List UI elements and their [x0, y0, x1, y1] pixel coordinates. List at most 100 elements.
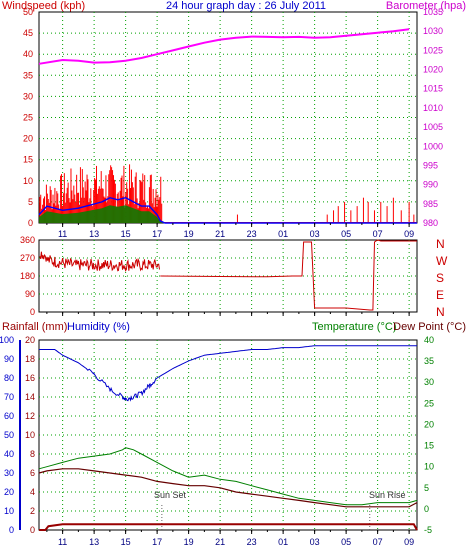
y-left-tick-dir-180: 180	[20, 271, 35, 281]
y-left-tick-hum-0: 0	[9, 525, 14, 535]
x-tick-label-bottom-23: 23	[247, 537, 257, 547]
series-dewpoint	[38, 468, 418, 508]
x-tick-label-top-03: 03	[310, 229, 320, 239]
wind-min-fill	[39, 205, 417, 223]
x-tick-label-top-09: 09	[404, 229, 414, 239]
x-tick-label-bottom-05: 05	[341, 537, 351, 547]
y-right-tick-dir-W-1: W	[436, 254, 448, 268]
y-left-tick-hum-80: 80	[4, 373, 14, 383]
y-right-tick-baro-1020: 1020	[423, 65, 443, 75]
y-right-tick-dir-E-3: E	[436, 288, 444, 302]
y-left2-tick-rain-10: 10	[25, 430, 35, 440]
series-rainfall	[39, 523, 418, 531]
y-left-tick-dir-270: 270	[20, 253, 35, 263]
y-right-tick-baro-980: 980	[423, 218, 438, 228]
y-left-label-windspeed: Windspeed (kph)	[2, 0, 85, 12]
y-right-tick-temp-35: 35	[424, 356, 434, 366]
y-right-tick-baro-985: 985	[423, 199, 438, 209]
x-tick-label-bottom-11: 11	[58, 537, 67, 547]
y-left2-tick-rain-20: 20	[25, 335, 35, 345]
series-wind-direction-noisy	[39, 251, 160, 272]
y-right-tick-baro-990: 990	[423, 180, 438, 190]
y-left-tick-wind-30: 30	[23, 91, 33, 101]
y-right-label-temperature: Temperature (°C)	[312, 321, 396, 333]
x-tick-label-top-07: 07	[373, 229, 383, 239]
y-left-tick-hum-70: 70	[4, 392, 14, 402]
y-right-tick-temp-25: 25	[424, 398, 434, 408]
y-left-tick-wind-25: 25	[23, 113, 33, 123]
y-left2-tick-rain-8: 8	[30, 449, 35, 459]
y-left-tick-hum-50: 50	[4, 430, 14, 440]
y-left-tick-hum-100: 100	[0, 335, 14, 345]
y-right-tick-temp-0: 0	[424, 504, 429, 514]
y-left-tick-wind-45: 45	[23, 28, 33, 38]
y-right-tick-baro-1025: 1025	[423, 45, 443, 55]
panel-temp-humidity-frame	[38, 339, 418, 531]
y-right-tick-dir-S-2: S	[436, 271, 444, 285]
x-tick-label-top-23: 23	[247, 229, 257, 239]
chart-title: 24 hour graph day : 26 July 2011	[166, 0, 326, 12]
x-tick-label-bottom-15: 15	[121, 537, 131, 547]
y-left-tick-hum-60: 60	[4, 411, 14, 421]
y-left-tick-hum-30: 30	[4, 468, 14, 478]
y-left-tick-hum-40: 40	[4, 449, 14, 459]
series-temperature	[38, 447, 418, 506]
y-left2-tick-rain-0: 0	[30, 525, 35, 535]
y-left-tick-wind-5: 5	[28, 197, 33, 207]
y-left-tick-dir-90: 90	[25, 289, 35, 299]
y-left2-label-humidity: Humidity (%)	[67, 321, 130, 333]
series-barometer	[38, 28, 410, 65]
annotation-sun-set: Sun Set	[154, 490, 187, 500]
y-left2-tick-rain-18: 18	[25, 354, 35, 364]
y-right-tick-temp-15: 15	[424, 441, 434, 451]
y-left-tick-wind-15: 15	[23, 155, 33, 165]
y-left-tick-dir-360: 360	[20, 235, 35, 245]
y-left2-tick-rain-14: 14	[25, 392, 35, 402]
x-tick-label-bottom-19: 19	[184, 537, 194, 547]
y-right-tick-temp--5: -5	[424, 525, 432, 535]
x-tick-label-top-11: 11	[58, 229, 67, 239]
axis-labels: 1111131315151717191921212323010103030505…	[0, 7, 448, 547]
y-left2-tick-rain-16: 16	[25, 373, 35, 383]
x-tick-label-top-15: 15	[121, 229, 131, 239]
x-tick-label-bottom-13: 13	[89, 537, 99, 547]
y-right-tick-baro-995: 995	[423, 160, 438, 170]
y-left-tick-wind-10: 10	[23, 176, 33, 186]
y-left2-tick-rain-6: 6	[30, 468, 35, 478]
series-humidity	[39, 345, 417, 402]
y-left-tick-hum-20: 20	[4, 487, 14, 497]
y-right-tick-baro-1015: 1015	[423, 84, 443, 94]
series-wind-average	[38, 196, 417, 224]
y-left2-tick-rain-4: 4	[30, 487, 35, 497]
y-right-tick-temp-20: 20	[424, 419, 434, 429]
y-left-tick-wind-0: 0	[28, 218, 33, 228]
y-right-label-barometer: Barometer (hpa)	[386, 0, 466, 12]
x-tick-label-bottom-03: 03	[310, 537, 320, 547]
y-right-tick-dir-N-4: N	[436, 305, 445, 319]
x-tick-label-bottom-21: 21	[215, 537, 225, 547]
y-left-tick-wind-20: 20	[23, 134, 33, 144]
panel-wind-baro-frame	[38, 11, 418, 224]
x-tick-label-top-13: 13	[89, 229, 99, 239]
y-right2-label-dewpoint: Dew Point (°C)	[393, 321, 466, 333]
x-tick-label-top-05: 05	[341, 229, 351, 239]
x-tick-label-bottom-07: 07	[373, 537, 383, 547]
y-left2-tick-rain-2: 2	[30, 506, 35, 516]
y-right-tick-temp-10: 10	[424, 462, 434, 472]
y-right-tick-baro-1010: 1010	[423, 103, 443, 113]
y-right-tick-baro-1000: 1000	[423, 141, 443, 151]
y-right-tick-temp-5: 5	[424, 483, 429, 493]
y-right-tick-baro-1035: 1035	[423, 7, 443, 17]
y-left-tick-wind-50: 50	[23, 7, 33, 17]
x-tick-label-top-19: 19	[184, 229, 194, 239]
x-tick-label-bottom-17: 17	[152, 537, 162, 547]
y-right-tick-dir-N-0: N	[436, 237, 445, 251]
x-tick-label-bottom-09: 09	[404, 537, 414, 547]
x-tick-label-top-21: 21	[215, 229, 225, 239]
y-left-tick-wind-40: 40	[23, 49, 33, 59]
y-right-tick-temp-40: 40	[424, 335, 434, 345]
y-left-tick-wind-35: 35	[23, 70, 33, 80]
y-right-tick-baro-1030: 1030	[423, 26, 443, 36]
panel-direction-frame	[38, 239, 418, 313]
